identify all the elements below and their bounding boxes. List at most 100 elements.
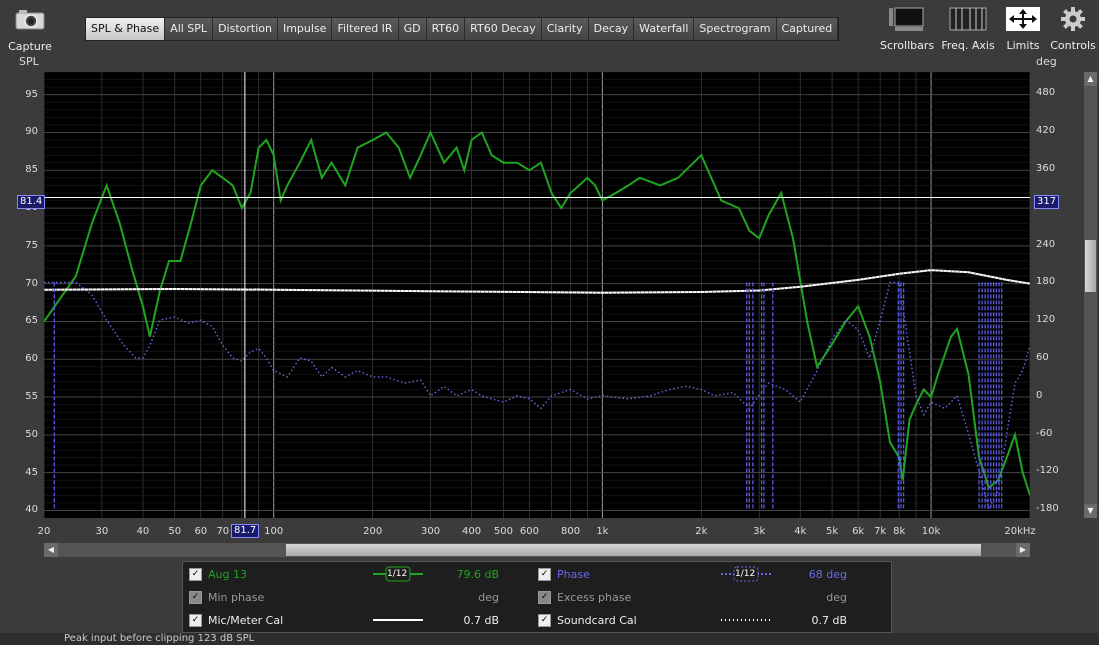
- frequency-tick-label: 300: [420, 526, 441, 537]
- freq-axis-button[interactable]: Freq. Axis: [940, 6, 996, 52]
- trace-line-swatch[interactable]: [373, 611, 423, 629]
- right-tick-label: -60: [1036, 427, 1053, 439]
- trace-checkbox[interactable]: ✓: [538, 614, 551, 627]
- tab-gd[interactable]: GD: [398, 18, 427, 40]
- right-tick-label: 180: [1036, 276, 1056, 288]
- frequency-tick-label: 20kHz: [1004, 526, 1036, 537]
- right-axis-unit: deg: [1036, 55, 1057, 68]
- trace-checkbox[interactable]: ✓: [189, 568, 202, 581]
- legend-row: ✓ Aug 13 79.6 dB ✓ Phase 68 deg 1/12 1/12: [183, 564, 891, 584]
- scroll-left-arrow-icon[interactable]: ◀: [44, 543, 58, 557]
- frequency-tick-label: 800: [560, 526, 581, 537]
- frequency-tick-label: 20: [37, 526, 51, 537]
- frequency-tick-label: 7k: [874, 526, 887, 537]
- left-tick-label: 70: [25, 277, 38, 289]
- right-tick-label: 120: [1036, 314, 1056, 326]
- tab-spectrogram[interactable]: Spectrogram: [694, 18, 777, 40]
- trace-value: 0.7 dB: [811, 614, 847, 627]
- trace-name: Mic/Meter Cal: [208, 614, 284, 627]
- tab-waterfall[interactable]: Waterfall: [634, 18, 695, 40]
- frequency-tick-label: 8k: [893, 526, 906, 537]
- left-tick-label: 95: [25, 88, 38, 100]
- scroll-down-arrow-icon[interactable]: ▼: [1084, 504, 1097, 518]
- trace-checkbox[interactable]: ✓: [538, 568, 551, 581]
- cursor-freq-readout: 81.7: [231, 524, 260, 538]
- horizontal-scrollbar[interactable]: ◀ ▶: [44, 543, 1030, 557]
- left-tick-label: 90: [25, 126, 38, 138]
- frequency-tick-label: 50: [168, 526, 182, 537]
- limits-icon: [1006, 7, 1040, 31]
- legend-row: ✓ Min phase deg ✓ Excess phase deg: [183, 587, 891, 607]
- controls-button[interactable]: Controls: [1050, 6, 1096, 52]
- trace-line-swatch[interactable]: [373, 565, 423, 583]
- cursor-phase-readout: 317: [1034, 195, 1060, 209]
- tab-rt60[interactable]: RT60: [426, 18, 466, 40]
- right-tick-label: 480: [1036, 87, 1056, 99]
- frequency-tick-label: 2k: [695, 526, 708, 537]
- capture-button[interactable]: Capture: [8, 6, 52, 53]
- vertical-scrollbar[interactable]: ▲ ▼: [1084, 72, 1097, 518]
- trace-name: Excess phase: [557, 591, 632, 604]
- frequency-tick-label: 60: [194, 526, 208, 537]
- tab-rt60-decay[interactable]: RT60 Decay: [465, 18, 542, 40]
- tab-decay[interactable]: Decay: [588, 18, 635, 40]
- trace-checkbox[interactable]: ✓: [189, 614, 202, 627]
- tab-all-spl[interactable]: All SPL: [165, 18, 214, 40]
- capture-label: Capture: [8, 40, 52, 53]
- freq-axis-label: Freq. Axis: [941, 39, 995, 52]
- left-tick-label: 40: [25, 504, 38, 516]
- trace-value: 79.6 dB: [456, 568, 499, 581]
- left-tick-label: 50: [25, 428, 38, 440]
- tab-filtered-ir[interactable]: Filtered IR: [332, 18, 399, 40]
- freq-axis-icon: [949, 7, 987, 31]
- trace-phase: [44, 281, 1030, 512]
- scrollbars-button[interactable]: Scrollbars: [880, 6, 934, 52]
- scroll-right-arrow-icon[interactable]: ▶: [1016, 543, 1030, 557]
- legend-row: ✓ Mic/Meter Cal 0.7 dB ✓ Soundcard Cal 0.7 dB: [183, 610, 891, 630]
- phase-wrap-lines: [53, 282, 1003, 510]
- left-axis-unit: SPL: [19, 55, 39, 68]
- trace-line-swatch[interactable]: [721, 611, 771, 629]
- spl-phase-graph[interactable]: [44, 72, 1030, 518]
- trace-name: Phase: [557, 568, 590, 581]
- controls-label: Controls: [1050, 39, 1096, 52]
- left-tick-label: 65: [25, 315, 38, 327]
- trace-name: Min phase: [208, 591, 265, 604]
- right-tick-label: -180: [1036, 503, 1059, 515]
- cursor-spl-readout: 81.4: [17, 195, 46, 209]
- smoothing-label: 1/12: [735, 569, 756, 579]
- frequency-tick-label: 200: [363, 526, 383, 537]
- tab-captured[interactable]: Captured: [776, 18, 839, 40]
- vertical-scroll-thumb[interactable]: [1085, 240, 1096, 292]
- tab-distortion[interactable]: Distortion: [213, 18, 278, 40]
- right-tick-label: 420: [1036, 125, 1056, 137]
- frequency-tick-label: 40: [136, 526, 150, 537]
- frequency-tick-label: 3k: [753, 526, 766, 537]
- trace-name: Soundcard Cal: [557, 614, 637, 627]
- right-tick-label: 0: [1036, 389, 1043, 401]
- trace-value: deg: [478, 591, 499, 604]
- trace-value: deg: [826, 591, 847, 604]
- frequency-tick-label: 500: [493, 526, 513, 537]
- grid: [44, 72, 1030, 518]
- limits-button[interactable]: Limits: [1002, 6, 1044, 52]
- horizontal-scroll-thumb[interactable]: [286, 544, 981, 556]
- tab-spl-phase[interactable]: SPL & Phase: [86, 18, 166, 40]
- frequency-tick-label: 6k: [852, 526, 865, 537]
- tab-clarity[interactable]: Clarity: [541, 18, 589, 40]
- right-tick-label: 60: [1036, 351, 1049, 363]
- trace-checkbox[interactable]: ✓: [189, 591, 202, 604]
- trace-value: 0.7 dB: [463, 614, 499, 627]
- frequency-tick-label: 400: [462, 526, 482, 537]
- right-tick-label: 360: [1036, 163, 1056, 174]
- scroll-up-arrow-icon[interactable]: ▲: [1084, 72, 1097, 86]
- tab-bar: SPL & Phase All SPL Distortion Impulse Filte…: [85, 17, 840, 41]
- frequency-tick-label: 10k: [921, 526, 941, 537]
- left-tick-label: 45: [25, 466, 38, 478]
- trace-line-swatch[interactable]: [721, 565, 771, 583]
- frequency-tick-label: 100: [264, 526, 284, 537]
- trace-checkbox[interactable]: ✓: [538, 591, 551, 604]
- tab-impulse[interactable]: Impulse: [277, 18, 333, 40]
- left-tick-label: 60: [25, 353, 38, 365]
- frequency-tick-label: 4k: [794, 526, 807, 537]
